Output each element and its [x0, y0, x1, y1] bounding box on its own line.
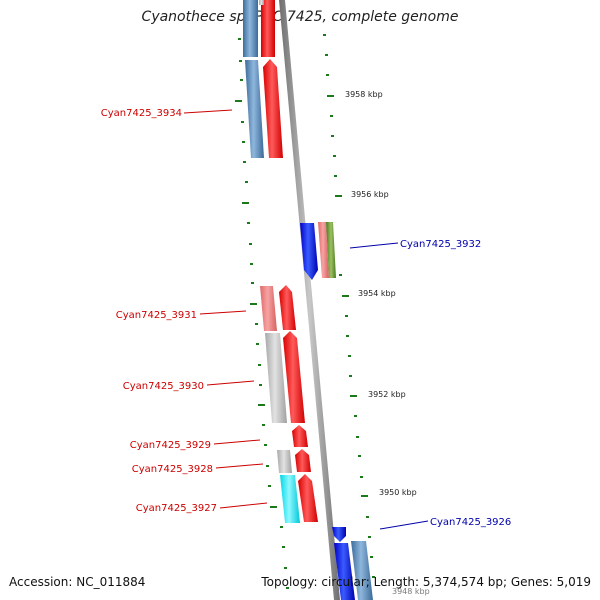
gene-label-3932[interactable]: Cyan7425_3932: [400, 239, 481, 250]
gene-block-3930: [265, 331, 305, 423]
gene-arrow[interactable]: [261, 0, 275, 57]
label-leader-lines: [183, 109, 429, 530]
gene-arrow-3930[interactable]: [283, 331, 305, 423]
gene-block-3926: [332, 527, 373, 600]
gene-arrow[interactable]: [318, 222, 329, 278]
gene-arrow[interactable]: [259, 0, 264, 5]
gene-block-top: [243, 0, 275, 57]
gene-arrow-3929[interactable]: [292, 425, 308, 447]
scale-tick-label: 3950 kbp: [379, 488, 417, 497]
scale-tick-label: 3948 kbp: [392, 587, 430, 596]
scale-tick-label: 3956 kbp: [351, 190, 389, 199]
gene-arrow[interactable]: [351, 541, 373, 600]
gene-arrow-3932[interactable]: [300, 223, 318, 280]
gene-label-3934[interactable]: Cyan7425_3934: [101, 108, 182, 119]
gene-arrow[interactable]: [277, 450, 292, 473]
gene-arrow[interactable]: [332, 527, 346, 542]
gene-label-3928[interactable]: Cyan7425_3928: [132, 464, 213, 475]
gene-label-3930[interactable]: Cyan7425_3930: [123, 381, 204, 392]
gene-block-3931: [260, 285, 296, 331]
accession-text: Accession: NC_011884: [9, 575, 146, 589]
gene-label-3927[interactable]: Cyan7425_3927: [136, 503, 217, 514]
scale-tick-label: 3958 kbp: [345, 90, 383, 99]
gene-arrow-3931[interactable]: [260, 286, 277, 331]
gene-block-3928: [277, 449, 311, 473]
gene-arrow-3928[interactable]: [295, 449, 311, 472]
gene-arrow[interactable]: [263, 59, 283, 158]
outer-tick-marks: [235, 38, 289, 589]
gene-arrow[interactable]: [326, 222, 336, 278]
gene-arrow[interactable]: [243, 0, 258, 57]
gene-arrow[interactable]: [265, 333, 287, 423]
gene-arrow-3934[interactable]: [245, 60, 264, 158]
gene-label-3929[interactable]: Cyan7425_3929: [130, 440, 211, 451]
scale-tick-label: 3954 kbp: [358, 289, 396, 298]
gene-arrow[interactable]: [280, 475, 300, 523]
gene-arrow-3926[interactable]: [334, 543, 355, 600]
scale-tick-label: 3952 kbp: [368, 390, 406, 399]
gene-label-3926[interactable]: Cyan7425_3926: [430, 517, 511, 528]
gene-block-3927: [280, 474, 318, 523]
gene-label-3931[interactable]: Cyan7425_3931: [116, 310, 197, 321]
inner-tick-marks: [323, 34, 375, 578]
gene-block-3934: [245, 59, 283, 158]
map-title: Cyanothece sp. PCC 7425, complete genome: [141, 9, 459, 25]
genome-backbone: [279, 0, 340, 600]
gene-block-3932: [300, 222, 336, 280]
genome-summary-text: Topology: circular; Length: 5,374,574 bp…: [261, 575, 591, 589]
gene-arrow[interactable]: [279, 285, 296, 330]
gene-arrow-3927[interactable]: [298, 474, 318, 522]
